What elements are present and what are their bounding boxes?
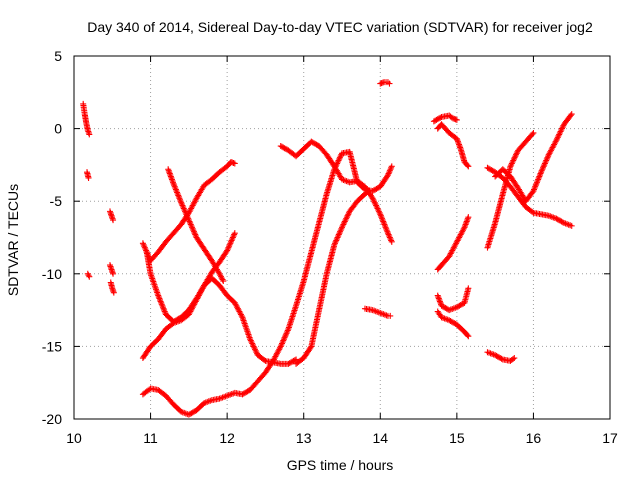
y-tick-label: -20 (42, 411, 62, 427)
series-c (139, 158, 238, 264)
series-early-4 (106, 208, 117, 224)
data-point-marker (220, 278, 227, 285)
data-point-marker (86, 131, 93, 138)
data-point-marker (85, 272, 92, 279)
data-point-marker (84, 270, 91, 277)
series-f (277, 138, 395, 245)
x-tick-label: 15 (449, 430, 465, 446)
data-point-marker (568, 111, 575, 118)
data-layer (80, 79, 575, 418)
data-point-marker (465, 214, 472, 221)
series-a (139, 230, 238, 362)
series-early-1 (80, 100, 93, 138)
data-point-marker (364, 189, 371, 196)
data-point-marker (231, 230, 238, 237)
x-tick-label: 11 (143, 430, 158, 446)
data-point-marker (110, 270, 117, 277)
series-k (434, 121, 472, 170)
series-b (139, 148, 395, 418)
data-point-marker (529, 131, 536, 138)
series-n (434, 308, 472, 340)
x-tick-label: 13 (296, 430, 312, 446)
data-point-marker (386, 80, 393, 87)
data-point-marker (437, 114, 444, 121)
y-axis-label: SDTVAR / TECUs (5, 184, 21, 296)
data-point-marker (465, 333, 472, 340)
data-point-marker (568, 222, 575, 229)
y-tick-label: -5 (50, 193, 63, 209)
data-point-marker (464, 332, 471, 339)
data-point-marker (510, 355, 517, 362)
series-e (165, 166, 227, 285)
data-point-marker (464, 162, 471, 169)
data-point-marker (387, 312, 394, 319)
plot-frame (73, 55, 611, 420)
series-g (293, 188, 372, 367)
series-o (484, 349, 518, 364)
data-point-marker (511, 355, 518, 362)
y-tick-label: 5 (54, 48, 62, 64)
series-h (377, 79, 393, 87)
series-m (434, 285, 472, 314)
series-i (361, 305, 394, 319)
series-early-3 (84, 270, 93, 280)
y-tick-label: 0 (54, 121, 62, 137)
series-early-2 (84, 169, 92, 181)
data-point-marker (365, 188, 372, 195)
series-d (143, 249, 300, 367)
data-point-marker (307, 344, 314, 351)
data-point-marker (567, 112, 574, 119)
data-point-marker (453, 116, 460, 123)
data-point-marker (231, 160, 238, 167)
series-r (492, 111, 575, 205)
data-point-marker (86, 273, 93, 280)
x-tick-label: 12 (219, 430, 235, 446)
data-point-marker (110, 217, 117, 224)
data-point-marker (530, 129, 537, 136)
data-point-marker (388, 238, 395, 245)
grid-layer (74, 56, 610, 419)
y-tick-label: -10 (42, 266, 62, 282)
data-point-marker (498, 355, 505, 362)
x-tick-label: 16 (526, 430, 542, 446)
series-early-6 (107, 279, 117, 296)
tick-layer: 10 11 12 13 14 15 16 17 5 0 -5 -10 -15 -20 (42, 48, 618, 446)
x-tick-label: 17 (602, 430, 618, 446)
series-l (434, 214, 472, 273)
data-point-marker (465, 163, 472, 170)
data-point-marker (388, 163, 395, 170)
series-early-5 (106, 262, 117, 277)
chart-title: Day 340 of 2014, Sidereal Day-to-day VTE… (87, 19, 593, 35)
x-tick-label: 14 (372, 430, 388, 446)
data-point-marker (529, 208, 536, 215)
y-tick-label: -15 (42, 338, 62, 354)
data-point-marker (261, 356, 268, 363)
data-point-marker (559, 219, 566, 226)
data-point-marker (465, 285, 472, 292)
x-axis-label: GPS time / hours (287, 457, 394, 473)
data-point-marker (85, 174, 92, 181)
data-point-marker (291, 357, 298, 364)
x-tick-label: 10 (66, 430, 82, 446)
data-point-marker (110, 289, 117, 296)
series-j (430, 112, 460, 125)
